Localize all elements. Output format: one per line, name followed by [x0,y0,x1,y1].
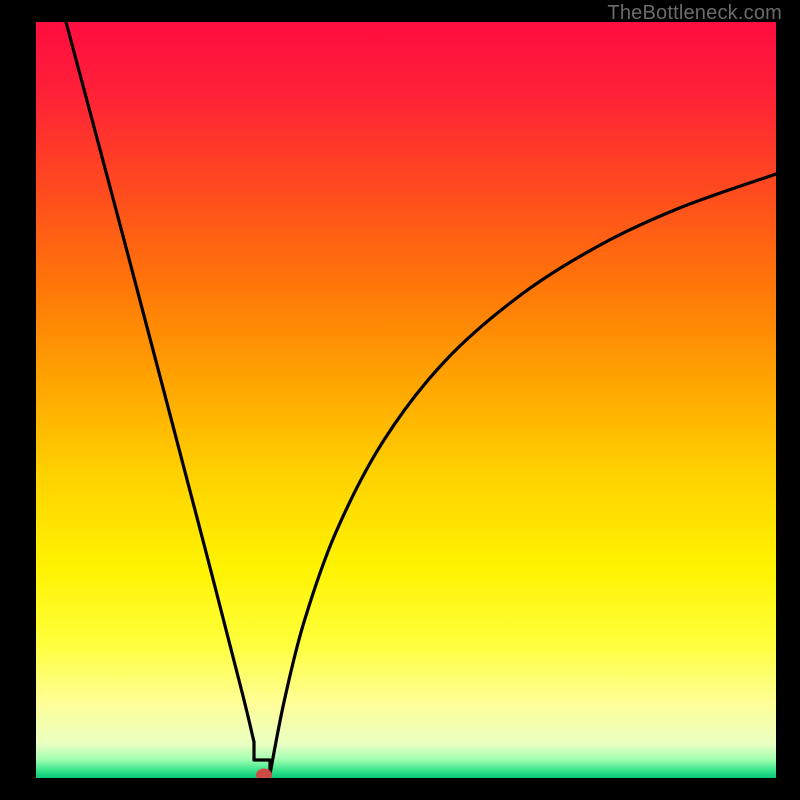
figure-root: TheBottleneck.com [0,0,800,800]
curve-left-branch [66,22,254,742]
bottleneck-curve [36,22,776,778]
plot-area [36,22,776,778]
watermark-text: TheBottleneck.com [607,2,782,25]
curve-right-branch [270,174,776,774]
